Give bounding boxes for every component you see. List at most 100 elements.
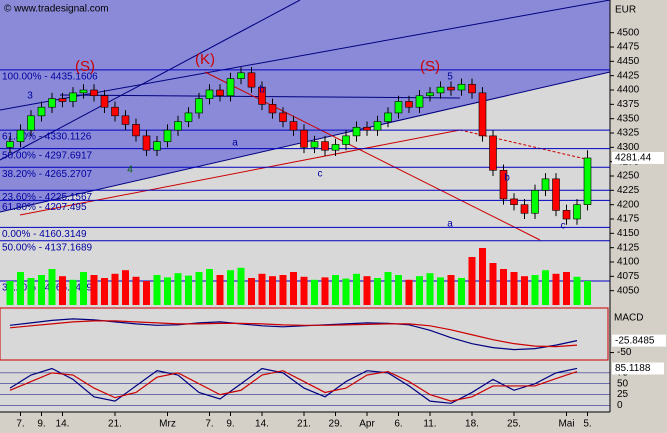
candle-body <box>100 95 109 108</box>
candle-body <box>279 112 287 122</box>
right-axis <box>610 0 667 433</box>
volume-bar <box>552 273 560 305</box>
stoch-d-line <box>9 370 578 402</box>
y-tick-label: 4075 <box>617 271 640 282</box>
y-tick-label: 4125 <box>617 242 640 253</box>
volume-bar <box>468 257 476 305</box>
volume-bar <box>374 278 381 305</box>
candle-body <box>499 169 508 200</box>
volume-bar <box>405 279 413 305</box>
x-tick-label: 7. <box>205 419 213 430</box>
candle-body <box>583 157 592 205</box>
x-tick-label: 11. <box>423 419 436 430</box>
candle-body <box>111 106 119 117</box>
signal-line <box>9 320 578 348</box>
volume-bar <box>269 276 276 305</box>
y-tick-label: 4300 <box>617 142 640 153</box>
volume-bar <box>321 277 329 305</box>
candle-body <box>478 92 487 137</box>
candle-body <box>352 126 361 137</box>
volume-bar <box>80 272 87 305</box>
volume-bar <box>90 275 98 305</box>
candle-body <box>163 129 172 142</box>
volume-bar <box>174 273 182 305</box>
volume-bar <box>38 275 45 305</box>
candle-body <box>300 129 308 148</box>
candle-body <box>90 89 98 97</box>
x-tick-label: 21. <box>108 419 122 430</box>
x-tick-label: 9. <box>37 419 45 430</box>
wave-annotation: a <box>447 219 453 230</box>
y-tick-label: 4400 <box>617 85 640 96</box>
candle-body <box>447 86 455 91</box>
volume-bar <box>395 275 402 305</box>
volume-bar <box>311 279 318 305</box>
fib-label: 38.20% - 4265.2707 <box>2 169 93 180</box>
candle-body <box>58 98 67 102</box>
x-tick-label: 25. <box>507 419 521 430</box>
candle-body <box>510 198 518 205</box>
x-tick-label: 7. <box>16 419 24 430</box>
y-tick-label: 4200 <box>617 199 640 210</box>
fib-label: 23.60% - 4225.1567 <box>2 192 93 203</box>
volume-bar <box>195 272 203 305</box>
candle-body <box>247 72 256 88</box>
x-tick-label: 9. <box>226 419 234 430</box>
channel-line <box>0 0 611 111</box>
y-tick-label: 4325 <box>617 128 640 139</box>
candle-body <box>69 92 77 102</box>
y-tick-label: 25 <box>617 389 629 400</box>
candle-body <box>541 178 550 191</box>
macd-label: MACD <box>614 313 643 324</box>
volume-bar <box>447 275 455 305</box>
volume-bar <box>143 281 150 305</box>
volume-bar <box>248 278 255 305</box>
watermark: © www.tradesignal.com <box>4 4 109 15</box>
volume-bar <box>164 277 171 305</box>
volume-bar <box>59 276 66 305</box>
candle-body <box>310 141 319 148</box>
volume-bar <box>437 277 444 305</box>
candle-body <box>373 121 382 131</box>
candle-body <box>468 83 476 94</box>
wave-annotation: b <box>259 85 265 96</box>
candle-body <box>184 112 193 122</box>
candle-body <box>48 98 56 108</box>
volume-bar <box>531 275 539 305</box>
volume-bar <box>206 269 213 305</box>
candle-body <box>363 126 371 131</box>
x-tick-label: 14. <box>255 419 269 430</box>
candle-body <box>426 92 434 97</box>
volume-bar <box>153 275 161 305</box>
candle-body <box>573 204 581 220</box>
y-tick-label: 4250 <box>617 171 640 182</box>
y-tick-label: 4150 <box>617 228 640 239</box>
y-tick-label: 4425 <box>617 70 640 81</box>
volume-bar <box>332 275 339 305</box>
stoch-value-box <box>612 362 664 375</box>
volume-bar <box>101 278 108 305</box>
wave-annotation: (K) <box>195 51 215 68</box>
fib-label: 61.80% - 4330.1126 <box>2 132 92 143</box>
candle-body <box>216 89 224 97</box>
last-price-box <box>612 151 664 164</box>
candle-body <box>226 78 235 97</box>
channel-line <box>0 0 301 161</box>
candle-body <box>342 135 350 145</box>
volume-bar <box>69 279 77 305</box>
volume-bar <box>500 269 507 305</box>
y-tick-label: 4500 <box>617 27 640 38</box>
volume-bar <box>258 273 266 305</box>
fib-label: 50.00% - 4297.6917 <box>2 150 93 161</box>
candle-body <box>457 83 466 91</box>
candle-body <box>153 141 161 151</box>
volume-bar <box>573 276 581 305</box>
x-tick-label: Mrz <box>159 419 176 430</box>
candle-body <box>331 144 340 151</box>
macd-value-box <box>612 334 666 347</box>
y-tick-label: -50 <box>617 347 632 358</box>
candle-body <box>405 101 413 108</box>
volume-bar <box>132 276 140 305</box>
y-tick-label: 50 <box>617 378 629 389</box>
x-tick-label: Apr <box>359 419 375 430</box>
